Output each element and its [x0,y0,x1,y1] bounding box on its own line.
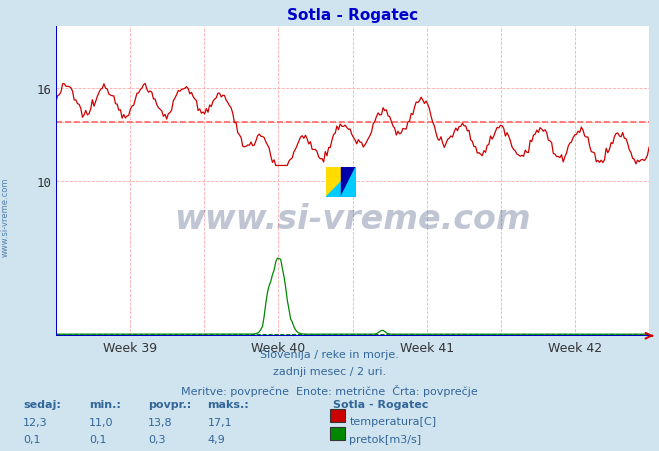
Text: 13,8: 13,8 [148,417,173,427]
Title: Sotla - Rogatec: Sotla - Rogatec [287,8,418,23]
Text: maks.:: maks.: [208,399,249,409]
Polygon shape [326,168,356,198]
Text: 4,9: 4,9 [208,434,225,444]
Text: 17,1: 17,1 [208,417,232,427]
Text: pretok[m3/s]: pretok[m3/s] [349,434,421,444]
Polygon shape [341,168,356,198]
Text: Sotla - Rogatec: Sotla - Rogatec [333,399,428,409]
Text: Meritve: povprečne  Enote: metrične  Črta: povprečje: Meritve: povprečne Enote: metrične Črta:… [181,384,478,396]
Text: 0,1: 0,1 [23,434,41,444]
Text: sedaj:: sedaj: [23,399,61,409]
Text: Slovenija / reke in morje.: Slovenija / reke in morje. [260,350,399,359]
Polygon shape [341,168,356,198]
Text: 0,1: 0,1 [89,434,107,444]
Polygon shape [326,168,356,198]
Text: temperatura[C]: temperatura[C] [349,416,436,426]
Text: povpr.:: povpr.: [148,399,192,409]
Text: 0,3: 0,3 [148,434,166,444]
Text: 11,0: 11,0 [89,417,113,427]
Text: min.:: min.: [89,399,121,409]
Text: www.si-vreme.com: www.si-vreme.com [174,202,531,235]
Text: 12,3: 12,3 [23,417,47,427]
Text: zadnji mesec / 2 uri.: zadnji mesec / 2 uri. [273,367,386,377]
Text: www.si-vreme.com: www.si-vreme.com [1,177,10,256]
